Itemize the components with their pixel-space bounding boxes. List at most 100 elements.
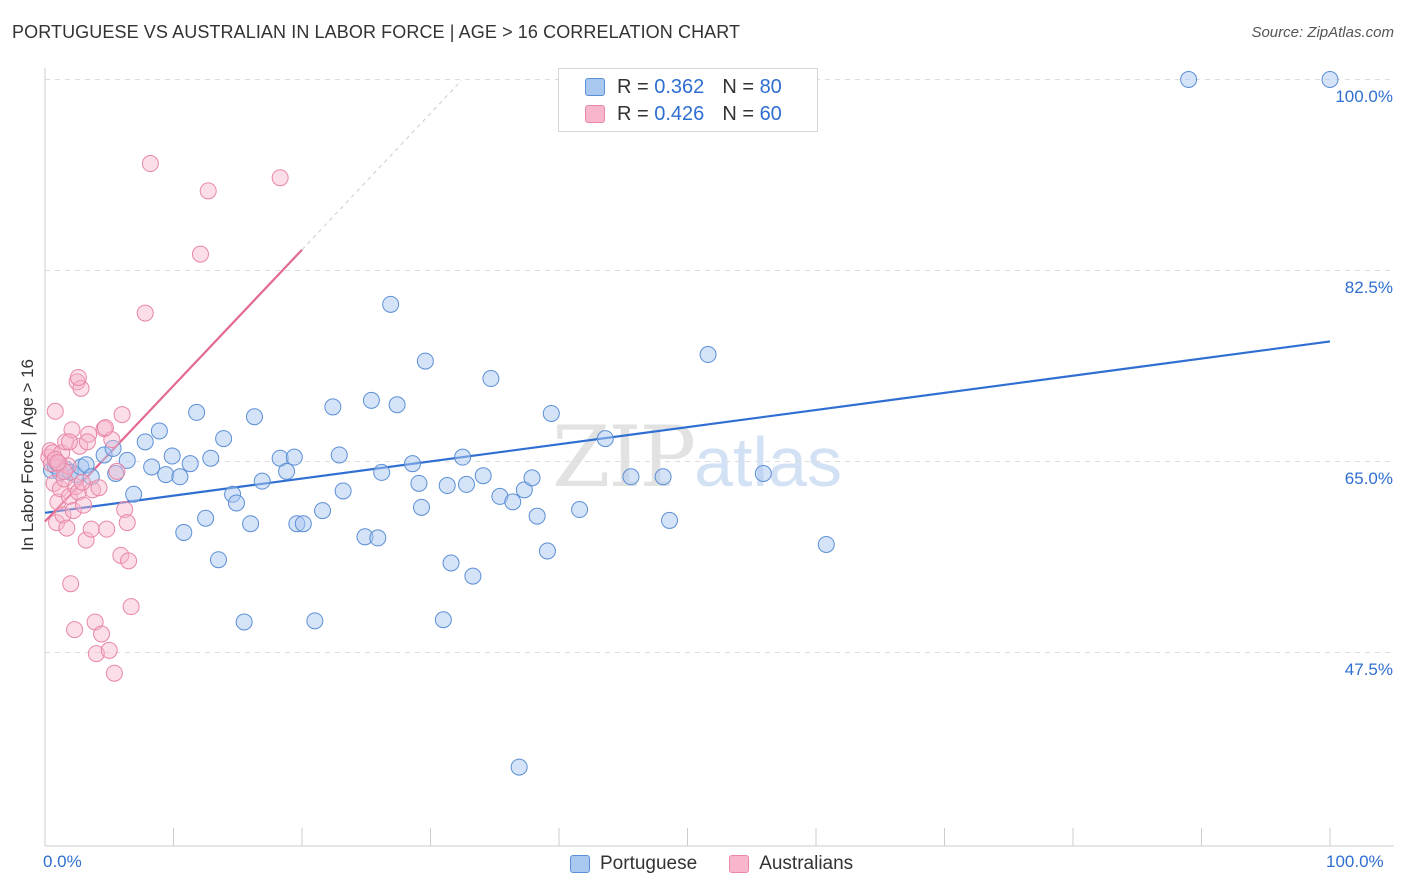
australians-point	[62, 575, 80, 593]
australians-point	[100, 641, 118, 659]
australians-point	[46, 450, 64, 468]
portuguese-point	[654, 468, 672, 486]
portuguese-point	[754, 465, 772, 483]
portuguese-point	[382, 295, 400, 313]
portuguese-point	[285, 448, 303, 466]
australians-point	[78, 433, 96, 451]
portuguese-point	[1180, 71, 1198, 88]
series-legend: Portuguese Australians	[570, 852, 885, 876]
australians-point	[118, 514, 136, 532]
australians-point	[96, 419, 114, 437]
portuguese-point	[334, 482, 352, 500]
portuguese-point	[373, 463, 391, 481]
portuguese-point	[245, 408, 263, 426]
portuguese-point	[306, 612, 324, 630]
australians-point	[60, 487, 78, 505]
portuguese-point	[209, 551, 227, 569]
portuguese-point	[464, 567, 482, 585]
legend-r-label: R =	[617, 75, 649, 98]
portuguese-point	[1321, 71, 1339, 88]
portuguese-point	[413, 498, 431, 516]
australians-point	[199, 182, 217, 200]
legend-item-australians: Australians	[729, 853, 853, 875]
portuguese-point	[242, 515, 260, 533]
australians-point	[87, 645, 105, 663]
portuguese-point	[515, 481, 533, 499]
x-tick-label-100: 100.0%	[1326, 852, 1384, 871]
portuguese-point	[474, 467, 492, 485]
chart-title: PORTUGUESE VS AUSTRALIAN IN LABOR FORCE …	[12, 22, 741, 42]
australians-point	[66, 621, 84, 639]
australians-point	[105, 664, 123, 682]
portuguese-point	[596, 430, 614, 448]
portuguese-swatch-icon	[570, 855, 590, 873]
portuguese-point	[197, 509, 215, 527]
portuguese-point	[330, 446, 348, 464]
portuguese-point	[510, 758, 528, 776]
legend-row-australians: R = 0.426 N = 60	[585, 102, 782, 126]
australians-point	[90, 479, 108, 497]
australians-point	[54, 506, 72, 524]
portuguese-point	[181, 455, 199, 473]
portuguese-point	[442, 554, 460, 572]
australians-point	[271, 169, 289, 187]
portuguese-point	[571, 501, 589, 519]
portuguese-point	[434, 611, 452, 629]
x-tick-label-0: 0.0%	[43, 852, 82, 871]
portuguese-point	[136, 433, 154, 451]
portuguese-point	[661, 511, 679, 529]
australians-point	[72, 379, 90, 397]
portuguese-point	[542, 404, 560, 422]
portuguese-point	[143, 458, 161, 476]
portuguese-point	[324, 398, 342, 416]
portuguese-point	[622, 468, 640, 486]
australians-point	[77, 531, 95, 549]
portuguese-point	[482, 370, 500, 388]
australians-point	[122, 598, 140, 616]
portuguese-point	[538, 542, 556, 560]
portuguese-point	[175, 523, 193, 541]
australians-point	[98, 520, 116, 538]
legend-row-portuguese: R = 0.362 N = 80	[585, 75, 782, 99]
australians-point	[136, 304, 154, 322]
y-tick-label-82-5: 82.5%	[1344, 278, 1393, 297]
portuguese-point	[438, 477, 456, 495]
portuguese-swatch-icon	[585, 78, 605, 96]
legend-r-value-australians: 0.426	[654, 102, 705, 125]
trendline-australians-extension	[301, 80, 462, 251]
portuguese-point	[104, 439, 122, 457]
portuguese-point	[362, 391, 380, 409]
australians-point	[69, 483, 87, 501]
australians-point	[93, 625, 111, 643]
australians-point	[73, 473, 91, 491]
australians-swatch-icon	[729, 855, 750, 873]
legend-n-value-portuguese: 80	[759, 75, 782, 98]
legend-label-australians: Australians	[759, 853, 854, 874]
australians-point	[71, 437, 89, 455]
portuguese-point	[202, 449, 220, 467]
y-tick-label-100: 100.0%	[1335, 87, 1393, 106]
australians-point	[116, 501, 134, 519]
australians-point	[113, 406, 131, 424]
legend-label-portuguese: Portuguese	[600, 853, 698, 874]
portuguese-point	[188, 403, 206, 421]
portuguese-point	[125, 485, 143, 503]
portuguese-point	[150, 422, 168, 440]
australians-point	[82, 520, 100, 538]
australians-point	[60, 433, 78, 451]
portuguese-point	[528, 507, 546, 525]
portuguese-point	[404, 455, 422, 473]
portuguese-point	[699, 346, 717, 364]
portuguese-point	[215, 430, 233, 448]
portuguese-point	[369, 529, 387, 547]
portuguese-point	[388, 396, 406, 414]
portuguese-point	[523, 469, 541, 487]
portuguese-point	[314, 502, 332, 520]
australians-point	[49, 454, 67, 472]
legend-n-value-australians: 60	[759, 102, 782, 125]
portuguese-point	[454, 448, 472, 466]
australians-point	[69, 368, 87, 386]
legend-n-label: N =	[722, 102, 754, 125]
portuguese-point	[163, 447, 181, 465]
